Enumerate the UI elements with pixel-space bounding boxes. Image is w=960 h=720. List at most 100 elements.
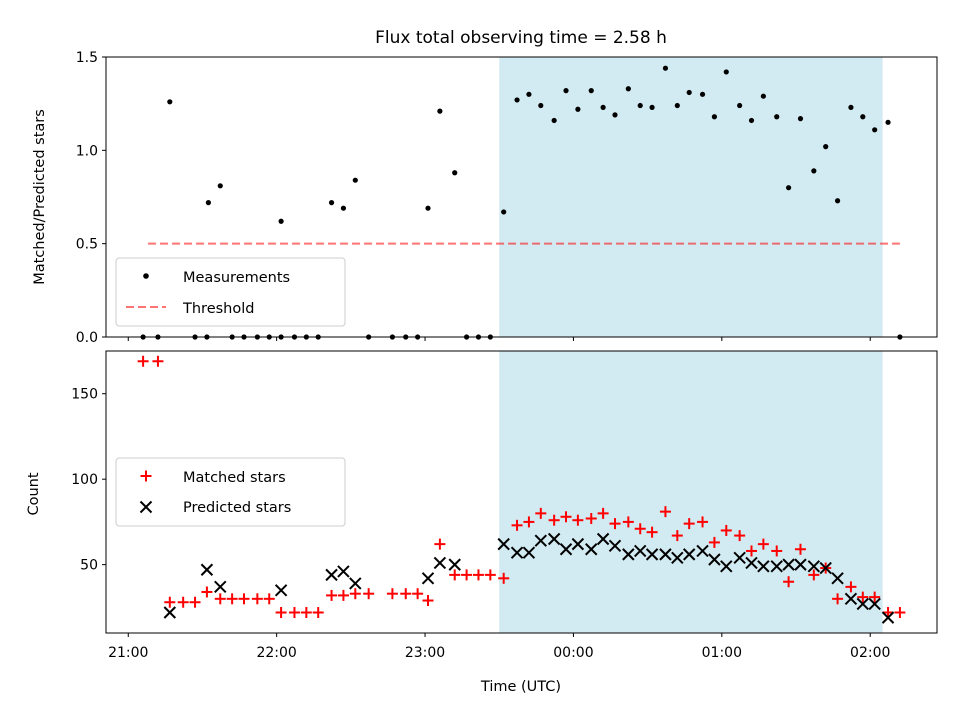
- measurement-point: [737, 102, 743, 109]
- predicted-star-points: [163, 532, 895, 624]
- predicted-star-point-b: [733, 551, 746, 565]
- measurement-point: [588, 88, 594, 94]
- matched-star-point: [251, 593, 263, 605]
- matched-star-point: [697, 516, 709, 528]
- matched-star-points: [137, 355, 906, 618]
- legend-matched-marker: [140, 470, 152, 482]
- measurement-point: [674, 102, 680, 109]
- predicted-star-point: [881, 611, 895, 624]
- matched-star-point: [400, 588, 412, 600]
- predicted-star-point: [571, 537, 585, 551]
- matched-star-point: [783, 576, 795, 588]
- predicted-star-point: [831, 572, 844, 585]
- predicted-star-point: [534, 534, 547, 547]
- x-axis-label: Time (UTC): [480, 679, 561, 695]
- measurement-point: [699, 91, 706, 97]
- matched-star-point: [201, 586, 213, 598]
- matched-star-point: [720, 524, 732, 536]
- measurement-point: [872, 127, 878, 133]
- x-tick-label: 01:00: [702, 645, 742, 661]
- legend-plus-glyph: [140, 470, 152, 482]
- bottom-y-axis-label: Count: [26, 472, 42, 515]
- predicted-star-point: [325, 568, 338, 582]
- matched-star-point: [794, 543, 806, 555]
- predicted-star-point-b: [325, 568, 338, 582]
- top-y-tick-label: 1.0: [76, 143, 98, 159]
- measurement-point: [625, 86, 631, 92]
- predicted-star-point: [547, 532, 561, 546]
- predicted-star-point: [745, 556, 758, 570]
- predicted-star-point: [733, 551, 746, 565]
- measurement-point: [452, 170, 458, 176]
- matched-star-point: [683, 518, 695, 530]
- predicted-star-point-b: [163, 606, 177, 619]
- measurement-point: [328, 200, 335, 206]
- predicted-star-point-b: [448, 558, 461, 571]
- measurement-point: [278, 218, 284, 224]
- predicted-star-point-b: [510, 546, 524, 559]
- predicted-star-point-b: [782, 558, 795, 571]
- measurement-point: [760, 93, 766, 99]
- matched-star-point: [226, 593, 238, 605]
- bottom-axis-ticks: 50 100 150 21:00 22:00 23:00 00:00 01:00 02:00: [71, 387, 890, 661]
- matched-star-point: [275, 606, 287, 618]
- matched-star-point: [434, 538, 446, 550]
- predicted-star-point: [782, 558, 795, 571]
- predicted-star-point: [757, 560, 770, 573]
- predicted-star-point: [819, 561, 832, 575]
- predicted-star-point: [659, 548, 672, 561]
- matched-star-point: [472, 569, 484, 581]
- predicted-star-point-b: [571, 537, 585, 551]
- predicted-star-point: [682, 548, 696, 561]
- matched-star-point: [832, 593, 844, 605]
- matched-star-point: [300, 606, 312, 618]
- predicted-star-point: [608, 539, 622, 553]
- matched-star-point: [449, 569, 461, 581]
- matched-star-point: [422, 595, 434, 607]
- predicted-star-point: [720, 560, 733, 573]
- predicted-star-point-b: [497, 537, 510, 551]
- matched-star-point: [597, 507, 609, 519]
- matched-star-point: [734, 530, 746, 542]
- predicted-star-point: [645, 548, 659, 561]
- measurement-point: [723, 69, 729, 75]
- predicted-star-point-b: [559, 543, 573, 556]
- measurement-point: [848, 104, 854, 110]
- matched-star-point: [337, 589, 349, 601]
- predicted-star-point: [708, 553, 721, 566]
- matched-star-point: [523, 516, 535, 528]
- matched-star-point: [609, 518, 621, 530]
- matched-star-point: [263, 593, 275, 605]
- predicted-star-point-b: [881, 611, 895, 624]
- legend-predicted-marker: [139, 500, 153, 514]
- predicted-star-point-b: [421, 572, 435, 585]
- matched-star-point: [312, 606, 324, 618]
- legend-predicted-label: Predicted stars: [183, 500, 291, 516]
- predicted-star-point-b: [708, 553, 721, 566]
- x-tick-label: 23:00: [405, 645, 445, 661]
- matched-star-point: [808, 569, 820, 581]
- top-axis-ticks: 0.0 0.5 1.0 1.5: [76, 50, 871, 346]
- predicted-star-point-b: [349, 577, 362, 590]
- measurement-point: [217, 183, 223, 189]
- predicted-star-point-b: [585, 543, 598, 556]
- count-panel: 50 100 150 21:00 22:00 23:00 00:00 01:00 02:00 M…: [26, 350, 938, 695]
- matched-star-point: [349, 588, 361, 600]
- measurement-point: [662, 65, 669, 71]
- predicted-star-point-b: [720, 560, 733, 573]
- top-y-tick-label: 1.5: [76, 50, 98, 66]
- measurement-point: [526, 91, 532, 97]
- predicted-star-point: [794, 558, 807, 571]
- matched-star-point: [659, 506, 671, 518]
- predicted-star-point-b: [682, 548, 696, 561]
- predicted-star-point: [274, 584, 288, 597]
- predicted-star-point-b: [659, 548, 672, 561]
- legend-threshold-label: Threshold: [182, 301, 254, 317]
- measurement-point: [538, 102, 544, 109]
- predicted-star-point: [522, 546, 536, 559]
- predicted-star-point: [622, 548, 635, 561]
- matched-star-point: [560, 511, 572, 523]
- measurement-point: [711, 114, 718, 120]
- matched-star-point: [461, 569, 473, 581]
